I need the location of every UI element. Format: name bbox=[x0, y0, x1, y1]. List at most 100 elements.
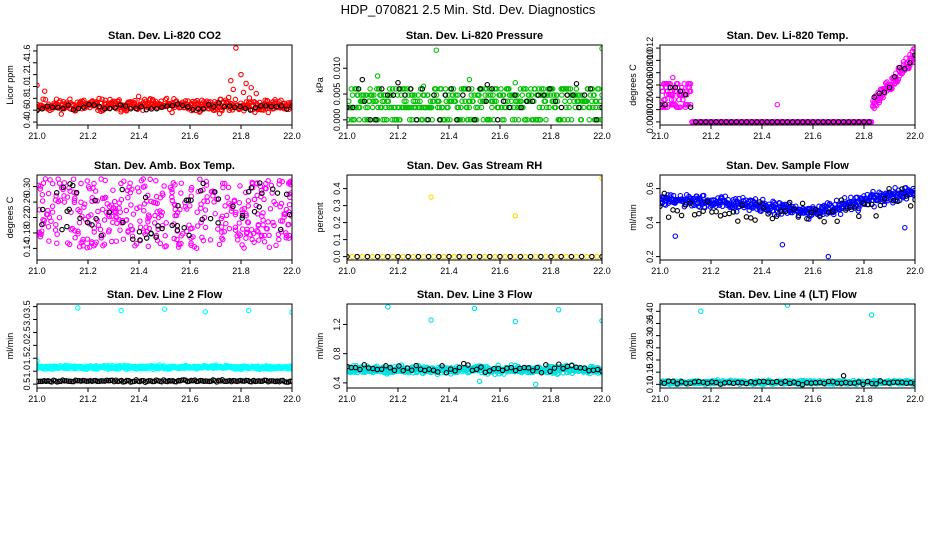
data-point-secondary bbox=[692, 119, 699, 125]
data-point-primary bbox=[198, 219, 204, 226]
data-point-secondary bbox=[902, 65, 908, 72]
data-point-primary bbox=[430, 253, 437, 260]
x-tick-label: 21.4 bbox=[130, 131, 148, 141]
data-point-primary bbox=[96, 95, 102, 102]
data-point-primary bbox=[360, 92, 367, 98]
data-point-secondary bbox=[497, 253, 503, 260]
data-point-primary bbox=[243, 213, 249, 219]
data-point-secondary bbox=[661, 190, 668, 197]
data-point-secondary bbox=[454, 117, 460, 123]
data-point-secondary bbox=[527, 253, 534, 260]
x-tick-label: 21.4 bbox=[440, 266, 458, 276]
data-point-secondary bbox=[44, 103, 51, 109]
data-point-primary bbox=[239, 207, 245, 213]
data-point-secondary bbox=[67, 378, 73, 385]
data-point-secondary bbox=[148, 230, 154, 237]
data-point-secondary bbox=[722, 211, 728, 218]
data-point-primary bbox=[573, 253, 580, 260]
data-point-secondary bbox=[749, 119, 755, 125]
data-point-secondary bbox=[478, 364, 484, 370]
data-point-primary bbox=[70, 176, 77, 182]
data-point-secondary bbox=[65, 378, 71, 384]
data-point-primary bbox=[512, 213, 519, 219]
data-point-primary bbox=[512, 79, 519, 86]
data-point-primary bbox=[417, 98, 423, 105]
data-point-primary bbox=[349, 253, 355, 260]
data-point-secondary bbox=[873, 213, 879, 219]
data-point-primary bbox=[238, 71, 244, 78]
data-point-secondary bbox=[805, 119, 811, 125]
data-point-primary bbox=[551, 92, 557, 98]
data-point-primary bbox=[184, 206, 190, 212]
data-point-primary bbox=[687, 88, 694, 94]
data-point-secondary bbox=[456, 253, 462, 260]
data-point-primary bbox=[388, 104, 395, 111]
y-tick-label: 0.8 bbox=[332, 347, 342, 360]
data-point-secondary bbox=[408, 86, 414, 92]
data-point-primary bbox=[493, 98, 499, 105]
data-point-primary bbox=[508, 362, 515, 368]
data-point-primary bbox=[178, 232, 185, 239]
data-point-primary bbox=[120, 236, 127, 242]
data-point-primary bbox=[401, 98, 407, 105]
y-axis-label: ml/min bbox=[628, 204, 638, 231]
data-point-secondary bbox=[120, 219, 126, 226]
data-point-secondary bbox=[197, 188, 204, 194]
data-point-primary bbox=[535, 117, 541, 123]
data-point-secondary bbox=[146, 378, 152, 384]
data-point-secondary bbox=[593, 117, 599, 123]
data-point-secondary bbox=[159, 104, 165, 111]
data-point-primary bbox=[833, 197, 840, 204]
data-point-primary bbox=[113, 238, 120, 244]
data-point-primary bbox=[831, 211, 837, 218]
data-point-primary bbox=[118, 307, 124, 314]
data-point-primary bbox=[71, 197, 78, 203]
data-point-secondary bbox=[541, 92, 547, 98]
data-point-primary bbox=[266, 244, 273, 250]
x-tick-label: 21.2 bbox=[702, 266, 720, 276]
x-tick-label: 22.0 bbox=[593, 266, 611, 276]
data-point-primary bbox=[251, 196, 258, 203]
data-point-primary bbox=[169, 186, 175, 193]
data-point-secondary bbox=[60, 105, 66, 112]
data-point-secondary bbox=[552, 98, 559, 105]
data-point-primary bbox=[400, 253, 406, 260]
x-tick-label: 21.0 bbox=[651, 394, 669, 404]
y-tick-label: 0.2 bbox=[332, 216, 342, 229]
data-point-primary bbox=[902, 224, 908, 231]
data-point-secondary bbox=[239, 212, 246, 219]
data-point-secondary bbox=[495, 365, 502, 372]
data-point-secondary bbox=[799, 381, 806, 388]
data-point-secondary bbox=[560, 365, 566, 372]
data-point-secondary bbox=[789, 119, 796, 125]
plot-frame bbox=[36, 44, 293, 126]
data-point-secondary bbox=[142, 194, 149, 201]
data-point-secondary bbox=[733, 119, 740, 125]
y-tick-label: 2.0 bbox=[22, 339, 32, 352]
data-point-secondary bbox=[133, 105, 139, 112]
x-tick-label: 21.4 bbox=[753, 394, 771, 404]
data-point-primary bbox=[669, 84, 676, 91]
panel-title: Stan. Dev. Amb. Box Temp. bbox=[94, 160, 235, 172]
data-point-primary bbox=[49, 203, 56, 210]
data-point-secondary bbox=[825, 119, 832, 125]
data-point-primary bbox=[365, 117, 372, 123]
y-axis-label: ml/min bbox=[5, 333, 15, 360]
y-tick-label: 0.000 bbox=[645, 111, 655, 134]
data-point-secondary bbox=[188, 197, 194, 203]
data-point-secondary bbox=[89, 222, 95, 228]
data-point-secondary bbox=[405, 253, 411, 260]
data-point-primary bbox=[487, 117, 493, 123]
data-point-secondary bbox=[258, 103, 264, 109]
data-point-secondary bbox=[185, 104, 191, 110]
data-point-secondary bbox=[274, 190, 281, 196]
data-point-primary bbox=[464, 104, 470, 111]
data-point-primary bbox=[161, 183, 167, 189]
data-point-primary bbox=[532, 253, 539, 260]
data-point-primary bbox=[353, 86, 360, 92]
chart-panel-7: Stan. Dev. Line 2 Flow 21.0 21.2 21.4 21.6 21… bbox=[5, 289, 301, 404]
data-point-secondary bbox=[840, 373, 847, 379]
data-point-primary bbox=[263, 225, 270, 232]
data-point-primary bbox=[528, 92, 535, 98]
y-tick-label: 0.18 bbox=[22, 224, 32, 242]
